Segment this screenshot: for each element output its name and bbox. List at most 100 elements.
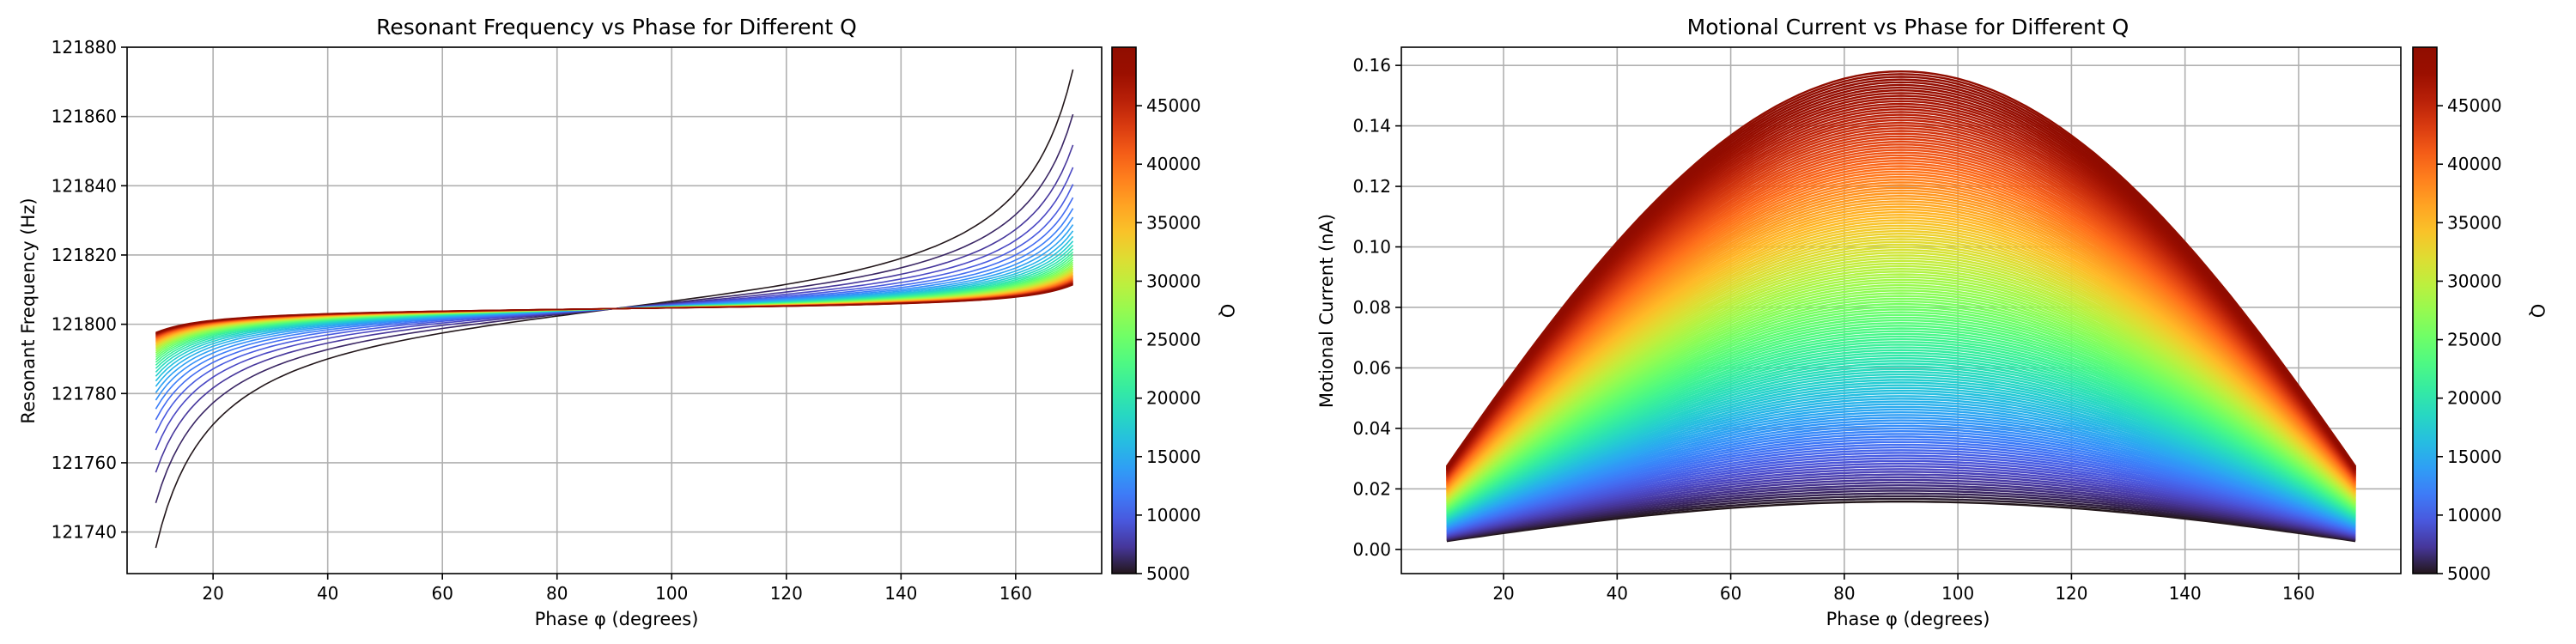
colorbar-2: 5000 10000 15000 20000 25000 30000 35000 40000 4…	[2412, 46, 2502, 584]
colorbar-gradient	[1112, 47, 1136, 574]
series-line	[155, 283, 1073, 334]
y-tick-label: 0.04	[1352, 418, 1391, 439]
series-line	[1446, 330, 2356, 513]
series-line	[1446, 392, 2356, 524]
series-line	[1446, 349, 2356, 516]
series-line	[1446, 229, 2356, 495]
y-tick-label: 0.10	[1352, 237, 1391, 258]
series-line	[1446, 386, 2356, 523]
colorbar-tick-label: 25000	[1146, 330, 1201, 350]
series-line	[1445, 94, 2357, 471]
series-line	[1446, 454, 2356, 534]
series-line	[1446, 416, 2356, 528]
series-line	[1446, 449, 2356, 533]
series-line	[1446, 203, 2356, 490]
series-line	[1446, 497, 2356, 542]
series-lines-2	[1445, 70, 2357, 543]
series-line	[1446, 232, 2356, 495]
series-line	[1446, 360, 2356, 518]
series-line	[1446, 375, 2356, 521]
series-line	[1446, 481, 2356, 539]
y-tick-label: 0.12	[1352, 176, 1391, 197]
y-tick-label: 121760	[52, 453, 117, 473]
series-line	[1446, 270, 2356, 502]
y-tick-label: 0.08	[1352, 297, 1391, 318]
y-axis-label-2: Motional Current (nA)	[1316, 214, 1337, 408]
series-line	[1446, 186, 2356, 488]
y-tick-label: 0.14	[1352, 116, 1391, 137]
series-line	[1446, 495, 2356, 542]
series-line	[1446, 468, 2356, 537]
series-line	[1445, 137, 2357, 479]
colorbar-tick-label: 5000	[1146, 563, 1190, 584]
series-line	[1446, 173, 2356, 485]
series-line	[1445, 170, 2357, 485]
x-tick-label: 160	[2282, 583, 2315, 604]
series-line	[1446, 443, 2356, 532]
colorbar-tick-label: 40000	[1146, 154, 1201, 174]
series-line	[1446, 306, 2356, 508]
x-tick-label: 120	[2055, 583, 2087, 604]
series-line	[1446, 257, 2356, 500]
series-line	[1445, 102, 2357, 473]
colorbar-tick-label: 35000	[2447, 212, 2502, 233]
series-line	[1446, 440, 2356, 532]
series-line	[1446, 379, 2356, 521]
series-line	[1446, 308, 2356, 509]
series-line	[1446, 410, 2356, 527]
series-line	[1446, 252, 2356, 499]
colorbar-label-1: Q	[1217, 304, 1237, 319]
series-line	[1445, 113, 2357, 475]
x-tick-label: 100	[1941, 583, 1974, 604]
series-line	[1446, 278, 2356, 504]
series-line	[1445, 116, 2357, 476]
colorbar-tick-label: 20000	[2447, 388, 2502, 409]
axes-frame	[1400, 46, 2402, 574]
series-line	[1446, 262, 2356, 501]
series-line	[1446, 273, 2356, 503]
series-line	[1446, 289, 2356, 506]
series-line	[1446, 259, 2356, 501]
series-line	[1446, 321, 2356, 511]
series-line	[1445, 124, 2357, 477]
series-line	[1446, 238, 2356, 496]
series-line	[1446, 316, 2356, 510]
y-axis-label-1: Resonant Frequency (Hz)	[18, 197, 39, 423]
series-line	[1446, 422, 2356, 529]
series-line	[1446, 341, 2356, 514]
series-line	[1446, 365, 2356, 519]
series-line	[1446, 243, 2356, 498]
chart-title-1: Resonant Frequency vs Phase for Differen…	[376, 15, 857, 39]
series-line	[1446, 424, 2356, 529]
series-line	[1446, 489, 2356, 541]
series-line	[1446, 178, 2356, 486]
series-line	[1445, 81, 2357, 469]
series-line	[1446, 208, 2356, 491]
series-line	[1446, 200, 2356, 490]
colorbar-frame	[1111, 46, 1137, 574]
chart-motional-current: 20 40 60 80 100 120 140 160 0.00 0.02 0.04 0.06 0.08…	[1316, 15, 2548, 629]
series-line	[1446, 356, 2356, 518]
series-line	[1446, 427, 2356, 530]
series-line	[1446, 246, 2356, 498]
series-line	[1445, 135, 2357, 479]
colorbar-tick-label: 45000	[1146, 95, 1201, 116]
series-line	[1445, 105, 2357, 474]
y-tick-label: 121820	[52, 245, 117, 265]
colorbar-tick-label: 30000	[1146, 270, 1201, 291]
x-tick-label: 20	[202, 583, 223, 604]
series-line	[1446, 319, 2356, 511]
series-line	[1446, 175, 2356, 486]
series-line	[1446, 395, 2356, 524]
series-line	[1446, 400, 2356, 525]
series-line	[1446, 219, 2356, 494]
series-line	[1446, 381, 2356, 522]
series-line	[1446, 346, 2356, 516]
series-line	[1446, 433, 2356, 531]
series-line	[1445, 78, 2357, 469]
series-line	[1445, 100, 2357, 472]
series-line	[1446, 419, 2356, 528]
series-line	[1446, 501, 2356, 543]
series-line	[1446, 459, 2356, 536]
series-line	[1446, 492, 2356, 541]
